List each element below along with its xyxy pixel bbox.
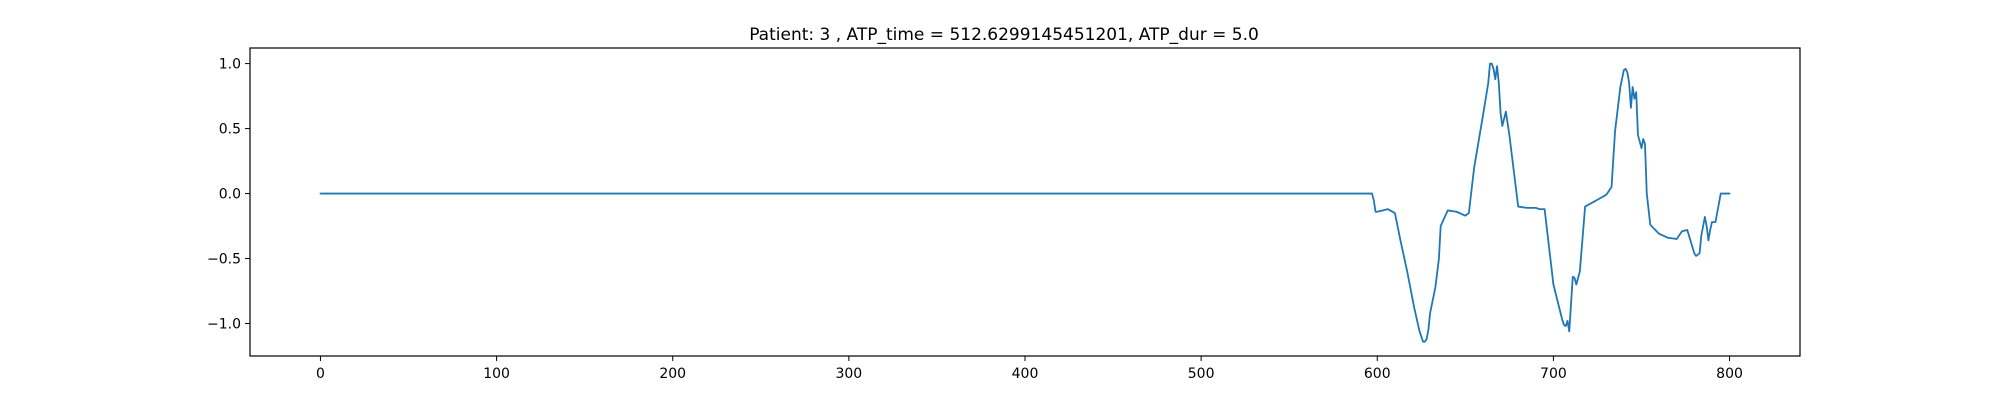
x-tick-label: 600 [1364, 366, 1391, 382]
y-tick-label: −0.5 [207, 252, 241, 268]
x-tick-label: 400 [1012, 366, 1039, 382]
x-tick-label: 700 [1540, 366, 1567, 382]
chart-title: Patient: 3 , ATP_time = 512.629914545120… [749, 25, 1259, 45]
series-line-0 [319, 62, 1731, 343]
x-tick-label: 0 [316, 366, 325, 382]
x-tick-label: 500 [1188, 366, 1215, 382]
y-tick-label: −1.0 [207, 317, 241, 333]
y-tick-label: 0.5 [219, 122, 241, 138]
y-tick-label: 1.0 [219, 57, 241, 73]
x-tick-label: 100 [483, 366, 510, 382]
series-layer [319, 62, 1731, 343]
x-tick-label: 300 [835, 366, 862, 382]
y-tick-label: 0.0 [219, 187, 241, 203]
x-tick-label: 200 [659, 366, 686, 382]
plot-frame [249, 47, 1801, 357]
x-tick-label: 800 [1716, 366, 1743, 382]
tick-group: 0 100 200 300 400 500 600 700 800 −1.0 −0.5 0.0 0.5 1… [207, 57, 1743, 382]
